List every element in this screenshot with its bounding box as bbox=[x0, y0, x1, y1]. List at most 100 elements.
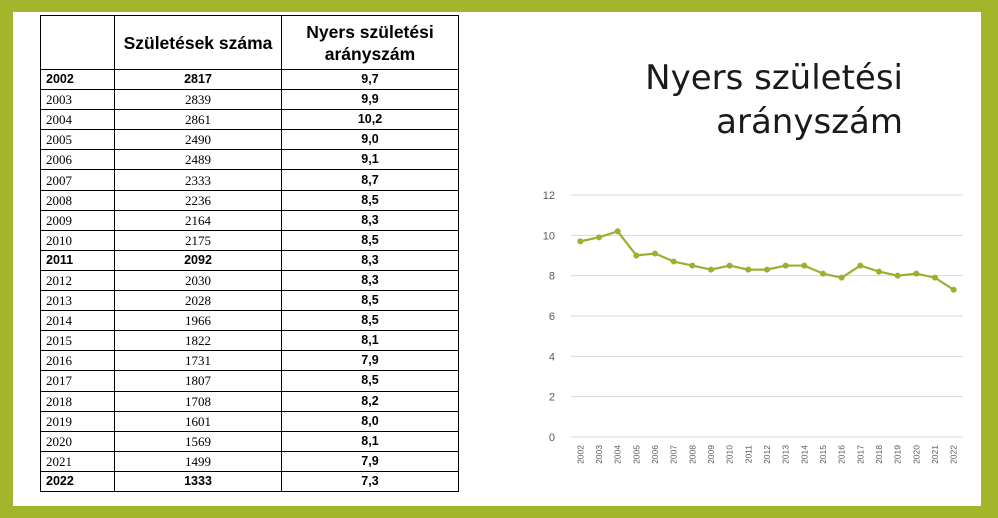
births-cell: 2164 bbox=[114, 209, 282, 231]
x-tick-label: 2002 bbox=[575, 445, 585, 464]
data-point bbox=[820, 270, 826, 277]
x-tick-label: 2003 bbox=[594, 445, 604, 464]
y-tick-label: 10 bbox=[543, 230, 555, 242]
rate-cell: 8,5 bbox=[281, 370, 459, 392]
year-cell: 2014 bbox=[40, 310, 115, 332]
x-tick-label: 2015 bbox=[818, 445, 828, 464]
year-cell: 2020 bbox=[40, 430, 115, 452]
table-row: 2011 2092 8,3 bbox=[40, 249, 459, 271]
table-row: 2004 2861 10,2 bbox=[40, 109, 459, 131]
births-cell: 2092 bbox=[114, 249, 282, 271]
table-row: 2021 1499 7,9 bbox=[40, 450, 459, 472]
y-tick-label: 4 bbox=[549, 351, 555, 363]
data-point bbox=[838, 274, 845, 281]
slide: Születések száma Nyers születési aránysz… bbox=[13, 12, 981, 506]
year-cell: 2009 bbox=[40, 209, 115, 231]
data-point bbox=[633, 252, 640, 259]
year-cell: 2013 bbox=[40, 290, 115, 312]
rate-cell: 8,3 bbox=[281, 269, 459, 292]
rate-cell: 8,7 bbox=[281, 169, 459, 191]
year-cell: 2022 bbox=[40, 470, 115, 492]
births-cell: 2030 bbox=[114, 269, 282, 292]
data-point bbox=[857, 262, 864, 269]
births-cell: 2236 bbox=[114, 189, 282, 211]
chart-title-line-1: Nyers születési bbox=[645, 58, 903, 98]
year-cell: 2016 bbox=[40, 350, 115, 372]
year-cell: 2007 bbox=[40, 169, 115, 191]
x-tick-label: 2007 bbox=[669, 445, 679, 464]
table-row: 2017 1807 8,5 bbox=[40, 370, 459, 392]
births-cell: 2028 bbox=[114, 290, 282, 312]
table-row: 2020 1569 8,1 bbox=[40, 430, 459, 452]
table-row: 2005 2490 9,0 bbox=[40, 129, 459, 151]
x-tick-label: 2008 bbox=[687, 445, 697, 464]
births-cell: 1822 bbox=[114, 330, 282, 352]
x-tick-label: 2011 bbox=[743, 445, 753, 464]
x-tick-label: 2017 bbox=[855, 445, 865, 464]
year-cell: 2003 bbox=[40, 89, 115, 111]
births-cell: 2489 bbox=[114, 149, 282, 171]
data-point bbox=[670, 258, 677, 265]
births-cell: 1966 bbox=[114, 310, 282, 332]
y-tick-label: 8 bbox=[549, 271, 555, 283]
table-row: 2016 1731 7,9 bbox=[40, 350, 459, 372]
births-cell: 1708 bbox=[114, 390, 282, 412]
x-tick-label: 2009 bbox=[706, 445, 716, 464]
x-tick-label: 2020 bbox=[911, 445, 921, 464]
data-point bbox=[782, 262, 789, 269]
table-row: 2003 2839 9,9 bbox=[40, 89, 459, 111]
rate-cell: 7,9 bbox=[281, 350, 459, 372]
header-rate: Nyers születési arányszám bbox=[281, 15, 459, 70]
x-tick-label: 2010 bbox=[725, 445, 735, 464]
data-point bbox=[801, 262, 808, 269]
x-tick-label: 2012 bbox=[762, 445, 772, 464]
chart-title: Nyers születési arányszám bbox=[573, 56, 903, 144]
data-point bbox=[577, 238, 584, 245]
table-row: 2013 2028 8,5 bbox=[40, 290, 459, 312]
table-row: 2012 2030 8,3 bbox=[40, 269, 459, 292]
births-cell: 1569 bbox=[114, 430, 282, 452]
rate-cell: 10,2 bbox=[281, 109, 459, 131]
data-point bbox=[614, 228, 621, 235]
births-cell: 2333 bbox=[114, 169, 282, 191]
year-cell: 2004 bbox=[40, 109, 115, 131]
table-row: 2022 1333 7,3 bbox=[40, 470, 459, 492]
x-tick-label: 2016 bbox=[837, 445, 847, 464]
header-year bbox=[40, 15, 115, 70]
year-cell: 2018 bbox=[40, 390, 115, 412]
table-row: 2014 1966 8,5 bbox=[40, 310, 459, 332]
births-cell: 1601 bbox=[114, 410, 282, 432]
table-row: 2009 2164 8,3 bbox=[40, 209, 459, 231]
rate-cell: 8,1 bbox=[281, 430, 459, 452]
x-tick-label: 2018 bbox=[874, 445, 884, 464]
data-point bbox=[708, 266, 714, 273]
data-point bbox=[652, 250, 658, 257]
rate-cell: 8,2 bbox=[281, 390, 459, 412]
y-tick-label: 0 bbox=[549, 432, 555, 444]
table-row: 2018 1708 8,2 bbox=[40, 390, 459, 412]
rate-cell: 8,5 bbox=[281, 229, 459, 251]
year-cell: 2006 bbox=[40, 149, 115, 171]
births-cell: 1333 bbox=[114, 470, 282, 492]
chart-title-line-2: arányszám bbox=[716, 102, 903, 142]
table-row: 2010 2175 8,5 bbox=[40, 229, 459, 251]
births-cell: 1807 bbox=[114, 370, 282, 392]
rate-cell: 9,7 bbox=[281, 68, 459, 91]
rate-cell: 8,1 bbox=[281, 330, 459, 352]
year-cell: 2015 bbox=[40, 330, 115, 352]
rate-cell: 8,5 bbox=[281, 310, 459, 332]
rate-cell: 9,9 bbox=[281, 89, 459, 111]
data-point bbox=[913, 270, 920, 277]
x-tick-label: 2013 bbox=[781, 445, 791, 464]
x-tick-label: 2006 bbox=[650, 445, 660, 464]
births-cell: 2861 bbox=[114, 109, 282, 131]
x-tick-label: 2019 bbox=[893, 445, 903, 464]
births-cell: 2175 bbox=[114, 229, 282, 251]
year-cell: 2002 bbox=[40, 68, 115, 91]
x-tick-label: 2022 bbox=[949, 445, 959, 464]
data-point bbox=[932, 274, 938, 281]
births-cell: 1731 bbox=[114, 350, 282, 372]
table-row: 2002 2817 9,7 bbox=[40, 68, 459, 91]
year-cell: 2012 bbox=[40, 269, 115, 292]
data-point bbox=[745, 266, 752, 273]
